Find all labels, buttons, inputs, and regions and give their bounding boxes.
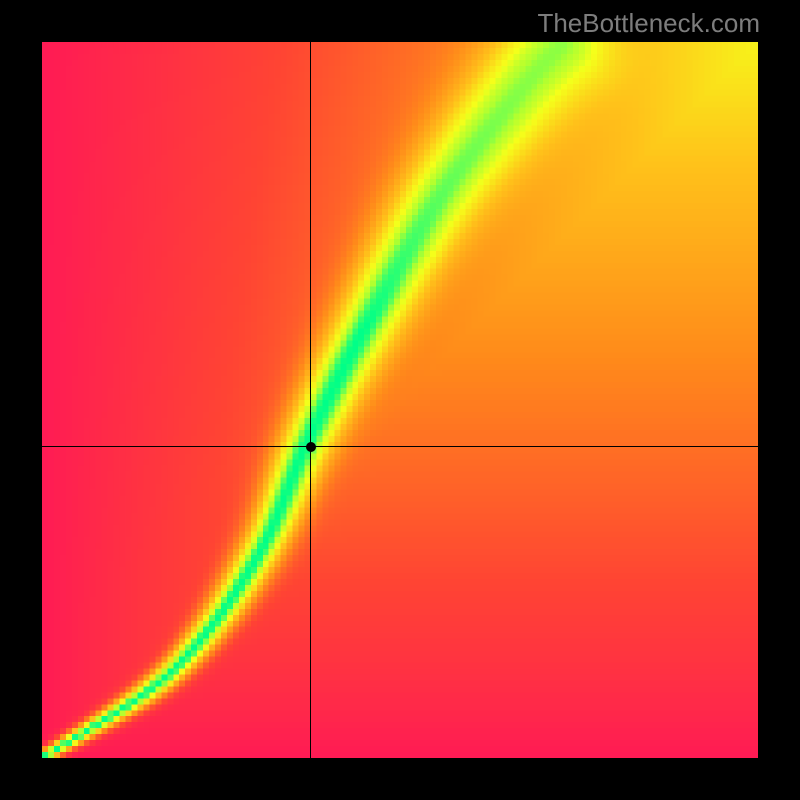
crosshair-dot (306, 442, 316, 452)
crosshair-horizontal (42, 446, 758, 447)
crosshair-vertical (310, 42, 311, 758)
chart-container: TheBottleneck.com (0, 0, 800, 800)
heatmap-canvas (42, 42, 758, 758)
watermark-text: TheBottleneck.com (537, 8, 760, 39)
